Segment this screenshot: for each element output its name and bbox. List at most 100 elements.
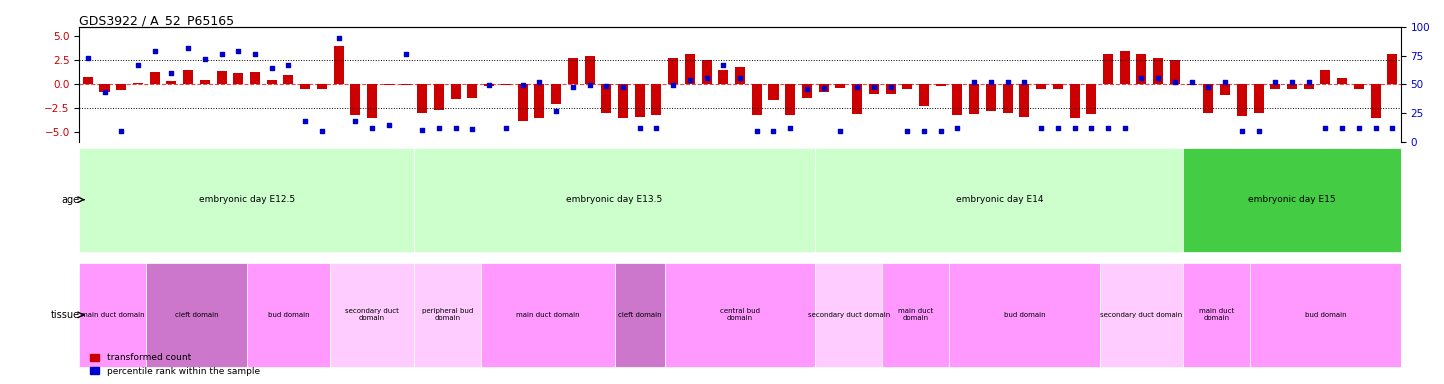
Bar [400,84,410,85]
Point [1030,124,1053,131]
Point [829,127,852,134]
Point [578,82,601,88]
Bar [334,46,344,84]
Bar [885,84,895,94]
Bar [435,84,443,111]
Bar [1236,84,1246,116]
Bar [300,84,310,89]
FancyBboxPatch shape [816,263,882,367]
Text: secondary duct
domain: secondary duct domain [345,308,399,321]
Text: secondary duct domain: secondary duct domain [807,312,890,318]
Point [1063,124,1086,131]
Bar [552,84,562,104]
Point [661,82,684,88]
Bar [718,70,728,84]
Bar [451,84,461,99]
Bar [534,84,544,118]
Point [1164,78,1187,84]
Point [913,127,936,134]
FancyBboxPatch shape [331,263,414,367]
Point [895,127,918,134]
Bar [217,71,227,84]
Text: age: age [61,195,79,205]
Text: embryonic day E12.5: embryonic day E12.5 [199,195,295,204]
FancyBboxPatch shape [414,263,481,367]
Text: cleft domain: cleft domain [175,312,218,318]
Bar [384,84,394,85]
Text: cleft domain: cleft domain [618,312,661,318]
Text: main duct
domain: main duct domain [898,308,933,321]
Point [862,84,885,90]
Point [979,78,1002,84]
Point [1180,78,1203,84]
Bar [869,84,879,94]
Point [928,127,952,134]
Point [1230,127,1253,134]
FancyBboxPatch shape [481,263,615,367]
Bar [116,84,126,90]
Text: main duct domain: main duct domain [81,312,144,318]
Bar [986,84,996,111]
Bar [351,84,361,115]
FancyBboxPatch shape [79,263,146,367]
Bar [801,84,812,98]
Point [544,108,567,114]
Point [611,84,634,90]
Point [1012,78,1035,84]
Point [645,124,669,131]
Bar [1187,84,1197,85]
Bar [1037,84,1045,89]
Bar [1337,78,1347,84]
Bar [133,83,143,84]
Point [77,55,100,61]
Text: GDS3922 / A_52_P65165: GDS3922 / A_52_P65165 [79,14,234,27]
Point [427,124,451,131]
Bar [1154,58,1164,84]
Bar [234,73,244,84]
Point [628,124,651,131]
Point [695,74,718,81]
Bar [601,84,611,113]
Bar [1253,84,1264,113]
FancyBboxPatch shape [615,263,664,367]
Point [127,62,150,68]
FancyBboxPatch shape [247,263,331,367]
Point [1281,78,1304,84]
Point [963,78,986,84]
Point [160,70,183,76]
Bar [684,54,695,84]
Point [679,76,702,83]
Bar [1203,84,1213,113]
Text: secondary duct domain: secondary duct domain [1100,312,1183,318]
Bar [1304,84,1314,89]
Point [1197,84,1220,90]
Point [344,118,367,124]
Point [745,127,768,134]
FancyBboxPatch shape [79,148,414,252]
FancyBboxPatch shape [664,263,816,367]
Point [293,118,316,124]
Bar [367,84,377,118]
Point [1147,74,1170,81]
Point [946,124,969,131]
Text: central bud
domain: central bud domain [721,308,760,321]
Point [712,62,735,68]
Text: bud domain: bud domain [1304,312,1346,318]
Bar [1019,84,1030,117]
Point [1264,78,1287,84]
Bar [1086,84,1096,114]
Bar [1170,60,1180,84]
Bar [669,58,679,84]
Point [394,51,417,57]
Bar [651,84,661,115]
Text: embryonic day E14: embryonic day E14 [956,195,1043,204]
Point [478,82,501,88]
FancyBboxPatch shape [882,263,949,367]
Bar [735,67,745,84]
Bar [1136,54,1147,84]
Text: main duct domain: main duct domain [516,312,579,318]
Bar [1370,84,1380,118]
Point [1113,124,1136,131]
FancyBboxPatch shape [1183,148,1401,252]
Text: tissue: tissue [51,310,79,320]
